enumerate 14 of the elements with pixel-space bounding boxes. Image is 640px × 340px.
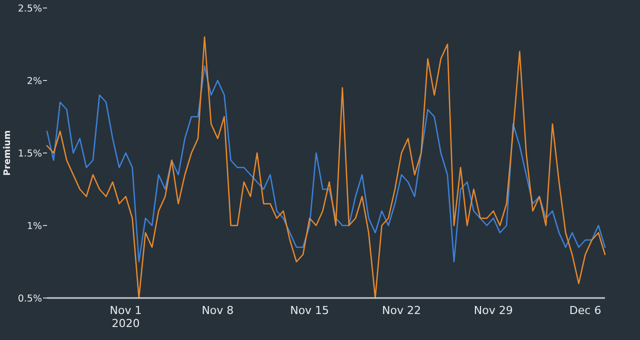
y-tick-label: 1.5% (18, 148, 42, 160)
y-tick-label: 0.5% (18, 293, 42, 304)
x-tick-label: Dec 6 (569, 304, 602, 317)
x-tick-label: Nov 22 (382, 304, 421, 317)
line-series (46, 65, 606, 262)
x-tick-label: Nov 8 (202, 304, 234, 317)
y-tick-label: 1% (26, 220, 42, 232)
y-tick-label: 2% (26, 76, 42, 87)
x-tick-label: Nov 15 (290, 304, 330, 317)
y-axis-title: Premium (3, 130, 13, 176)
y-tick-label: 2.5% (18, 3, 42, 14)
x-tick-label: Nov 1 2020 (110, 304, 142, 330)
line-series (46, 36, 606, 299)
x-tick-label: Nov 29 (474, 304, 513, 317)
